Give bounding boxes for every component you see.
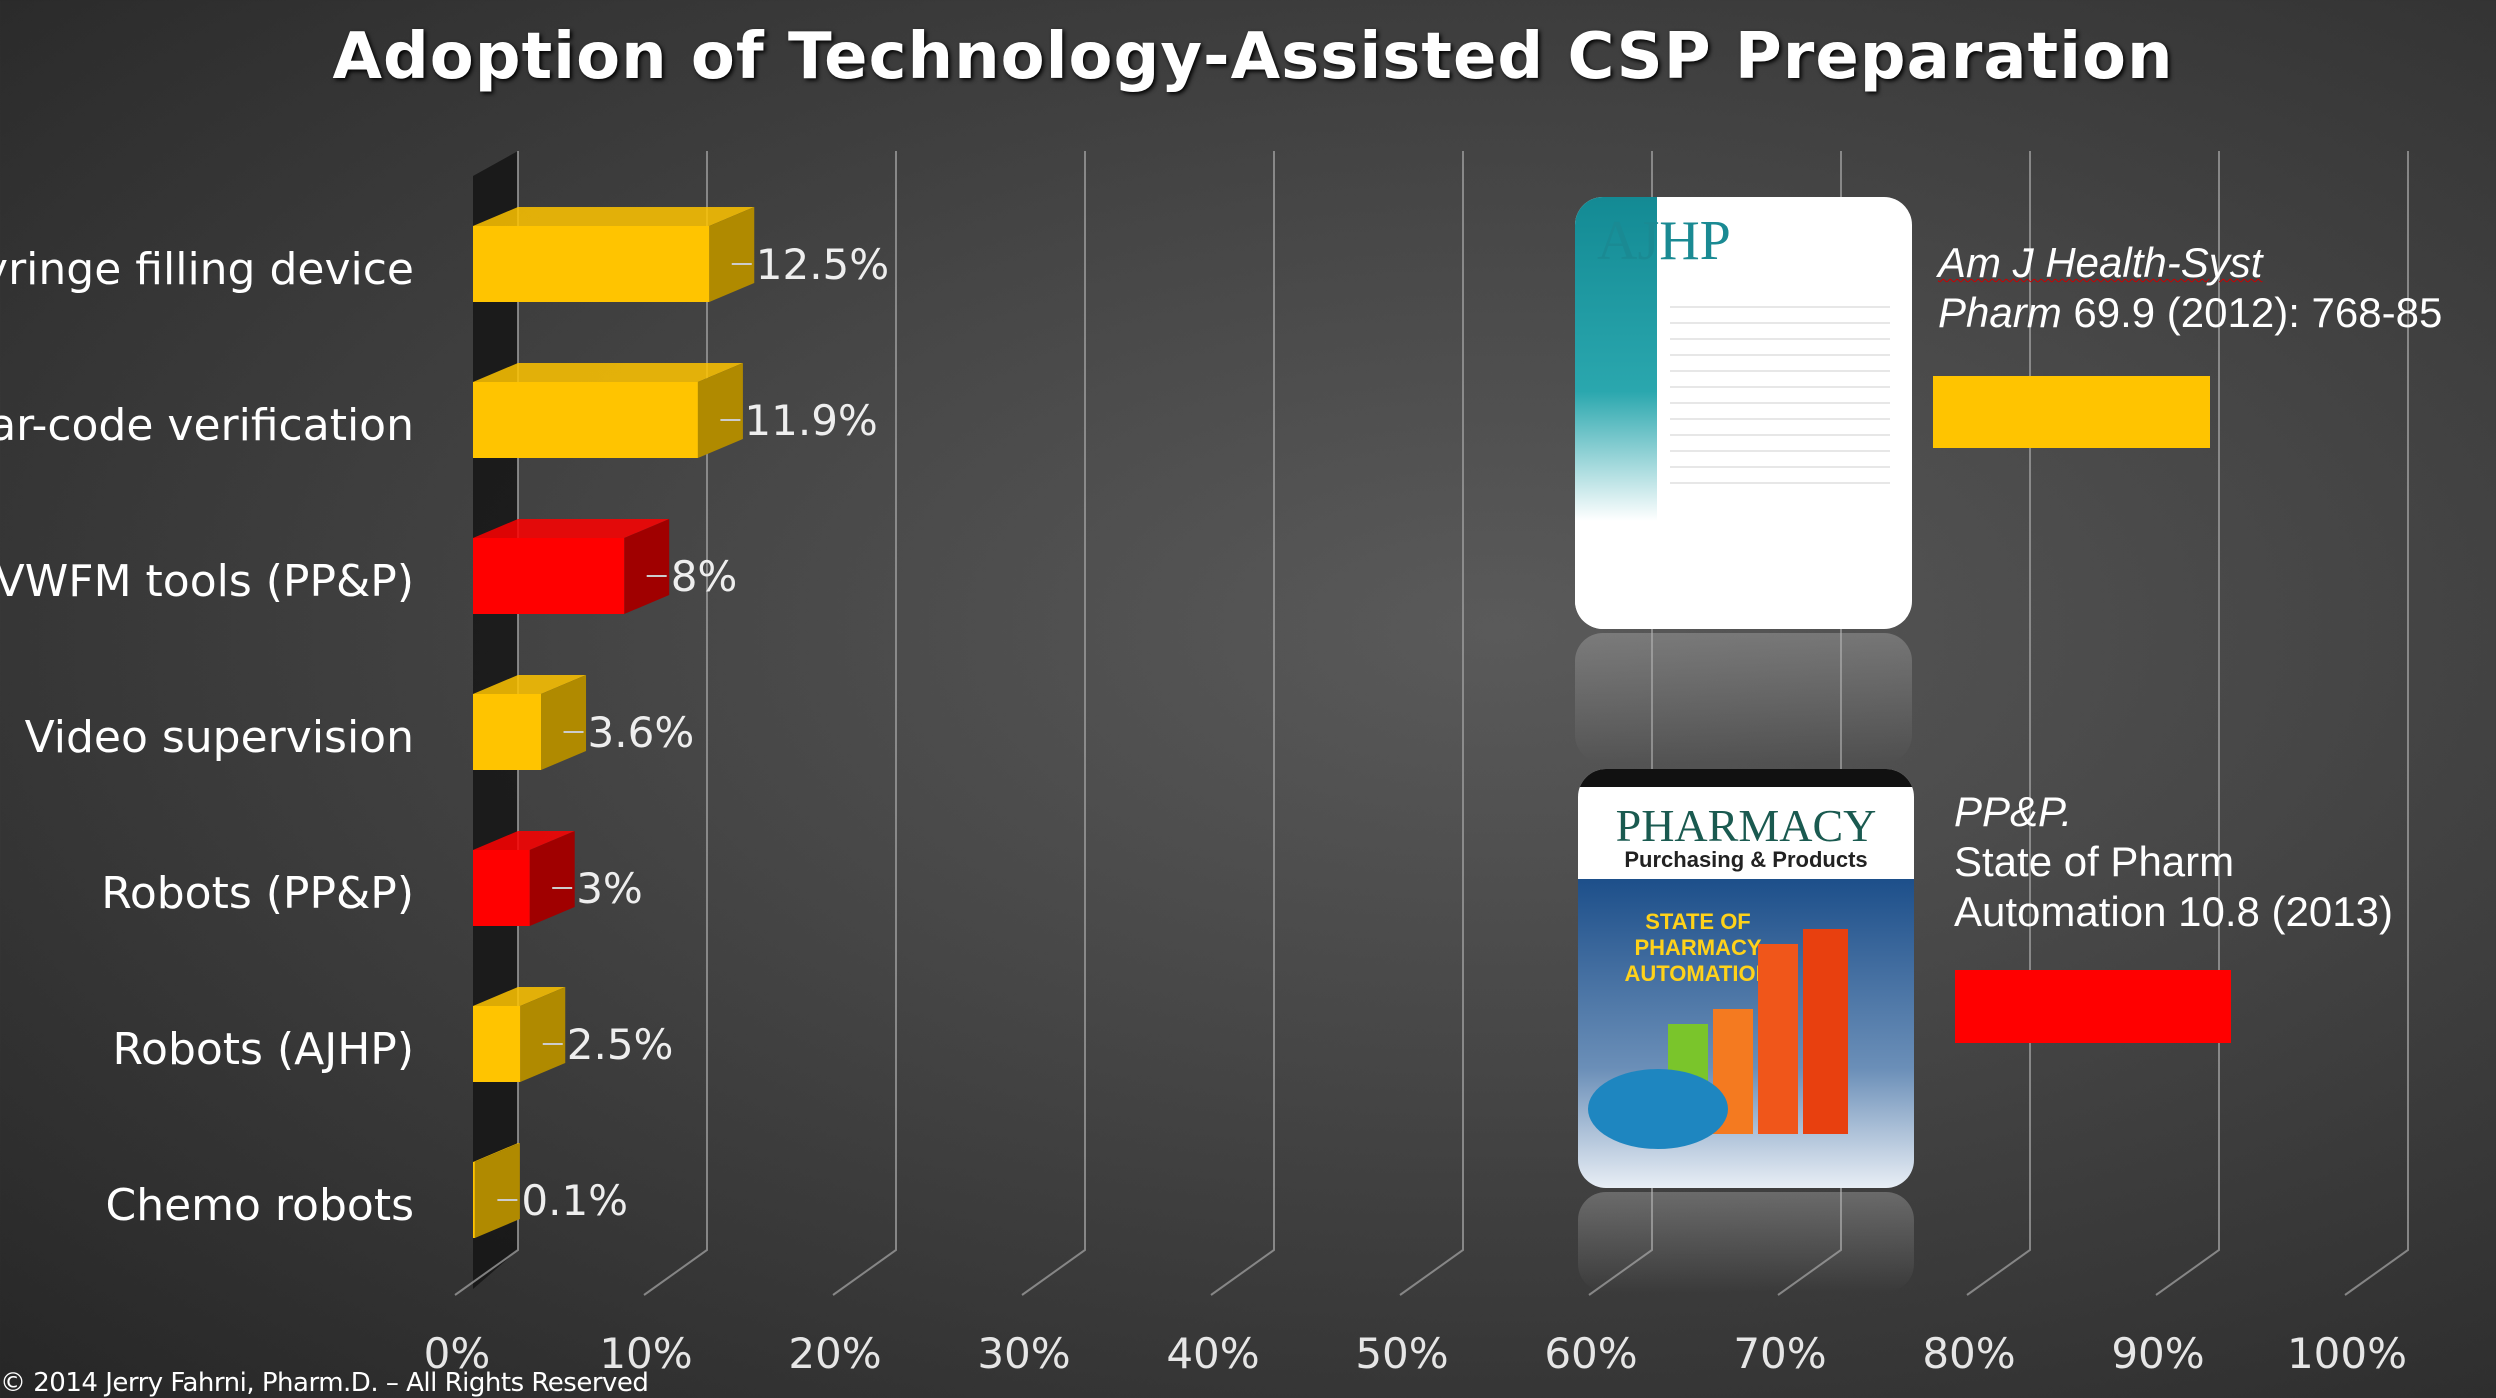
gridline bbox=[454, 151, 519, 1296]
bar-top bbox=[473, 675, 587, 694]
gridline bbox=[1021, 151, 1086, 1296]
category-label: IVWFM tools (PP&P) bbox=[0, 556, 414, 607]
x-tick-label: 20% bbox=[788, 1329, 881, 1378]
x-tick-label: 40% bbox=[1166, 1329, 1259, 1378]
gridline bbox=[832, 151, 897, 1296]
bar-side bbox=[709, 207, 755, 302]
gridline bbox=[2344, 151, 2409, 1296]
copyright-footer: © 2014 Jerry Fahrni, Pharm.D. – All Righ… bbox=[0, 1368, 649, 1398]
x-tick-label: 70% bbox=[1733, 1329, 1826, 1378]
x-tick-label: 30% bbox=[977, 1329, 1070, 1378]
gridline bbox=[1399, 151, 1464, 1296]
bar-top bbox=[473, 519, 670, 538]
x-tick-label: 60% bbox=[1544, 1329, 1637, 1378]
bar bbox=[473, 694, 542, 770]
bar-side bbox=[624, 519, 670, 614]
x-tick-label: 90% bbox=[2111, 1329, 2204, 1378]
legend-ppp-citation: PP&P. State of Pharm Automation 10.8 (20… bbox=[1954, 788, 2393, 935]
ajhp-cover-reflection bbox=[1575, 633, 1912, 763]
legend-ajhp-swatch bbox=[1933, 376, 2210, 448]
bar-side bbox=[529, 831, 575, 926]
bar-side bbox=[541, 675, 587, 770]
ajhp-cover-image: AJHP bbox=[1575, 197, 1912, 629]
data-label: 8% bbox=[671, 552, 738, 601]
bar-top bbox=[473, 831, 575, 850]
data-label: 3% bbox=[576, 864, 643, 913]
legend-ppp-swatch bbox=[1955, 970, 2231, 1043]
gridline bbox=[643, 151, 708, 1296]
ppp-cover-reflection bbox=[1578, 1192, 1914, 1292]
bar-top bbox=[473, 207, 755, 226]
x-tick-label: 10% bbox=[599, 1329, 692, 1378]
x-tick-label: 50% bbox=[1355, 1329, 1448, 1378]
bar-top bbox=[473, 1143, 520, 1162]
data-label: 0.1% bbox=[521, 1176, 628, 1225]
x-tick-label: 80% bbox=[1922, 1329, 2015, 1378]
ppp-cover-image: PHARMACY Purchasing & Products STATE OF … bbox=[1578, 769, 1914, 1188]
bar-side bbox=[697, 363, 743, 458]
category-label: Robots (AJHP) bbox=[112, 1024, 414, 1075]
bar bbox=[473, 382, 698, 458]
ppp-cover-logo: PHARMACY bbox=[1615, 800, 1877, 851]
gridline bbox=[2155, 151, 2220, 1296]
gridline bbox=[1210, 151, 1275, 1296]
chart-title: Adoption of Technology-Assisted CSP Prep… bbox=[332, 20, 2174, 94]
data-label: 12.5% bbox=[756, 240, 889, 289]
bar bbox=[473, 1162, 475, 1238]
x-tick-label: 0% bbox=[424, 1329, 491, 1378]
bar bbox=[473, 850, 530, 926]
bar bbox=[473, 538, 625, 614]
category-label: Robots (PP&P) bbox=[101, 868, 414, 919]
data-label: 2.5% bbox=[567, 1020, 674, 1069]
legend-ajhp-citation: Am J Health-Syst Pharm 69.9 (2012): 768-… bbox=[1938, 239, 2443, 336]
data-label: 3.6% bbox=[588, 708, 695, 757]
category-label: Syringe filling device bbox=[0, 244, 414, 295]
data-label: 11.9% bbox=[744, 396, 877, 445]
gridline bbox=[1966, 151, 2031, 1296]
bar bbox=[473, 1006, 521, 1082]
category-label: Chemo robots bbox=[105, 1180, 414, 1231]
bar bbox=[473, 226, 710, 302]
bar-side bbox=[520, 987, 566, 1082]
category-label: Video supervision bbox=[25, 712, 414, 763]
bar-top bbox=[473, 363, 743, 382]
category-label: Bar-code verification bbox=[0, 400, 414, 451]
bar-top bbox=[473, 987, 566, 1006]
x-tick-label: 100% bbox=[2287, 1329, 2407, 1378]
ajhp-cover-logo: AJHP bbox=[1597, 210, 1731, 272]
bar-side bbox=[474, 1143, 520, 1238]
